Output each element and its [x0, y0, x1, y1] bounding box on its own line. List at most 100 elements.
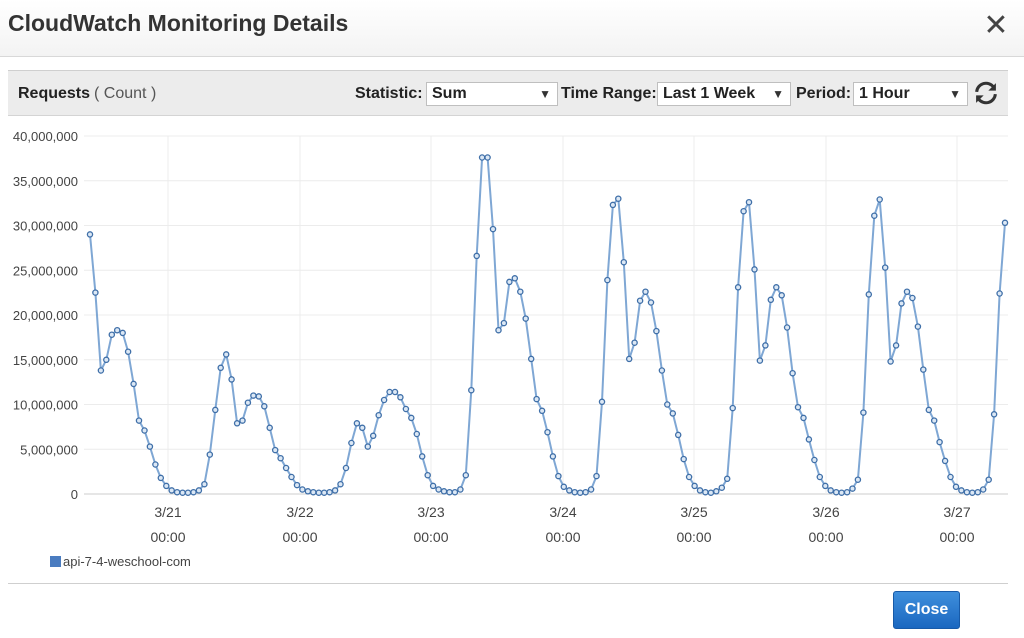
period-select[interactable]: 1 Hour ▼ [853, 82, 968, 106]
data-point [413, 430, 421, 438]
data-point [571, 488, 578, 496]
statistic-label: Statistic: [355, 85, 423, 102]
data-point [222, 351, 230, 358]
data-point [103, 356, 110, 364]
x-tick-date: 3/24 [549, 504, 576, 520]
data-point [854, 476, 862, 483]
data-point [506, 278, 513, 286]
close-icon[interactable]: ✕ [983, 9, 1009, 42]
data-point [261, 403, 268, 410]
data-point [598, 398, 606, 406]
data-point [266, 424, 273, 432]
data-point [462, 471, 470, 479]
data-point [212, 406, 219, 414]
data-point [615, 195, 622, 202]
data-point [397, 394, 404, 401]
data-point [767, 296, 775, 304]
data-point [201, 480, 208, 488]
dialog-title: CloudWatch Monitoring Details [8, 10, 349, 36]
data-point [108, 331, 116, 338]
x-tick-date: 3/23 [417, 504, 444, 520]
data-point [979, 486, 987, 493]
data-point [941, 457, 949, 465]
data-point [271, 446, 279, 454]
x-tick-time: 00:00 [808, 529, 843, 545]
refresh-icon[interactable] [972, 79, 1000, 107]
data-point [702, 488, 709, 496]
data-point [909, 294, 916, 302]
data-point [642, 288, 649, 295]
dropdown-arrow-icon: ▼ [539, 87, 551, 101]
data-point [489, 225, 497, 233]
data-point [97, 367, 105, 374]
data-point [560, 483, 568, 491]
data-point [832, 488, 840, 496]
x-tick-time: 00:00 [939, 529, 974, 545]
data-point [952, 483, 960, 491]
data-point [892, 342, 900, 349]
data-point [729, 404, 736, 412]
data-point [903, 288, 911, 295]
x-tick-date: 3/21 [154, 504, 181, 520]
data-point [304, 488, 312, 495]
data-point [173, 488, 181, 496]
data-point [326, 488, 333, 496]
data-point [860, 409, 867, 416]
data-point [773, 284, 780, 291]
data-point [549, 453, 557, 460]
series-line [89, 156, 1006, 494]
x-tick-date: 3/26 [812, 504, 839, 520]
data-point [255, 393, 263, 400]
data-point [816, 473, 824, 481]
data-point [473, 252, 480, 260]
data-point [566, 487, 573, 494]
data-point [974, 488, 982, 496]
data-point [756, 357, 764, 364]
data-point [876, 196, 883, 203]
data-point [331, 487, 339, 494]
data-point [418, 453, 426, 460]
data-point [827, 487, 834, 494]
y-tick-label: 25,000,000 [13, 263, 78, 278]
data-point [288, 473, 295, 481]
data-point [789, 369, 796, 377]
data-point [985, 476, 992, 483]
data-point [113, 326, 121, 334]
time-range-select[interactable]: Last 1 Week ▼ [657, 82, 791, 106]
data-point [593, 472, 600, 480]
data-point [707, 489, 715, 496]
data-point [435, 486, 442, 493]
close-button[interactable]: Close [893, 591, 960, 629]
data-point [887, 358, 894, 365]
time-range-value: Last 1 Week [663, 85, 756, 102]
data-point [723, 475, 731, 483]
data-point [495, 326, 502, 334]
data-point [871, 212, 878, 219]
data-point [511, 275, 519, 282]
statistic-select[interactable]: Sum ▼ [426, 82, 558, 106]
data-point [696, 487, 704, 494]
data-point [233, 420, 241, 427]
data-point [135, 417, 143, 424]
data-point [647, 299, 655, 306]
data-point [277, 454, 284, 462]
data-point [478, 154, 486, 161]
time-range-label: Time Range: [561, 85, 657, 102]
data-point [609, 201, 617, 209]
data-point [522, 315, 529, 322]
data-point [898, 300, 905, 307]
x-tick-time: 00:00 [282, 529, 317, 545]
dialog-header: CloudWatch Monitoring Details ✕ [0, 0, 1024, 57]
data-point [429, 482, 437, 490]
data-point [179, 489, 186, 496]
chart-legend[interactable]: api-7-4-weschool-com [50, 554, 191, 569]
x-tick-date: 3/22 [286, 504, 313, 520]
data-point [446, 488, 453, 496]
data-point [424, 471, 431, 479]
data-point [881, 264, 889, 271]
data-point [168, 487, 175, 494]
data-point [299, 486, 306, 493]
data-point [375, 411, 382, 419]
data-point [163, 482, 170, 490]
data-point [849, 485, 856, 492]
